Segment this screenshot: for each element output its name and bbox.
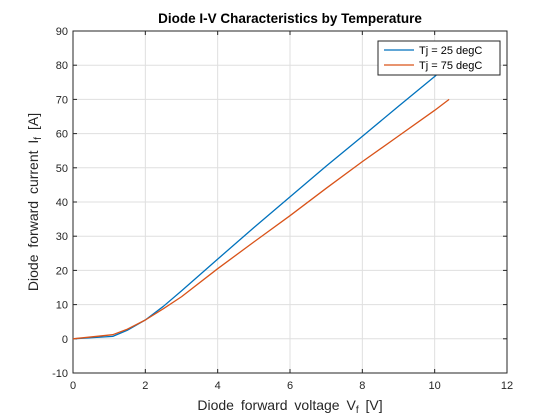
x-tick-label: 4 [215,380,221,392]
x-axis-label-subscript: f [356,405,359,416]
y-tick-label: 10 [56,300,68,312]
y-axis-label-main: Diode forward current I [25,140,41,291]
legend: Tj = 25 degC Tj = 75 degC [377,40,501,76]
x-tick-label: 12 [501,380,513,392]
y-axis-label: Diode forward current If [A] [25,113,44,291]
legend-items: Tj = 25 degC Tj = 75 degC [384,45,482,72]
x-axis-label: Diode forward voltage Vf [V] [197,397,382,416]
x-tick-label: 0 [70,380,76,392]
grid [72,30,508,374]
x-tick-label: 10 [429,380,441,392]
y-tick-label: 50 [56,163,68,175]
x-tick-labels: 0 2 4 6 8 10 12 [70,380,513,392]
y-tick-label: 30 [56,231,68,243]
x-tick-label: 8 [359,380,365,392]
y-tick-labels: -10 0 10 20 30 40 50 60 70 80 90 [52,26,68,380]
y-tick-label: 20 [56,265,68,277]
y-tick-label: 40 [56,197,68,209]
series-line-2 [72,98,450,340]
legend-box [377,40,501,76]
y-axis-label-subscript: f [33,137,44,140]
y-tick-label: 60 [56,129,68,141]
y-axis-label-unit: [A] [25,113,41,137]
y-tick-label: -10 [52,368,68,380]
series-layer [72,63,450,340]
legend-label-1: Tj = 25 degC [419,45,482,57]
y-tick-label: 0 [62,334,68,346]
x-tick-label: 6 [287,380,293,392]
y-tick-label: 90 [56,26,68,38]
x-tick-label: 2 [142,380,148,392]
series-line-1 [72,63,450,340]
y-tick-label: 70 [56,94,68,106]
x-axis-label-unit: [V] [359,397,383,413]
x-axis-label-main: Diode forward voltage V [197,397,356,413]
axis-ticks [72,30,508,374]
chart-title: Diode I-V Characteristics by Temperature [158,11,422,26]
y-tick-label: 80 [56,60,68,72]
legend-label-2: Tj = 75 degC [419,60,482,72]
